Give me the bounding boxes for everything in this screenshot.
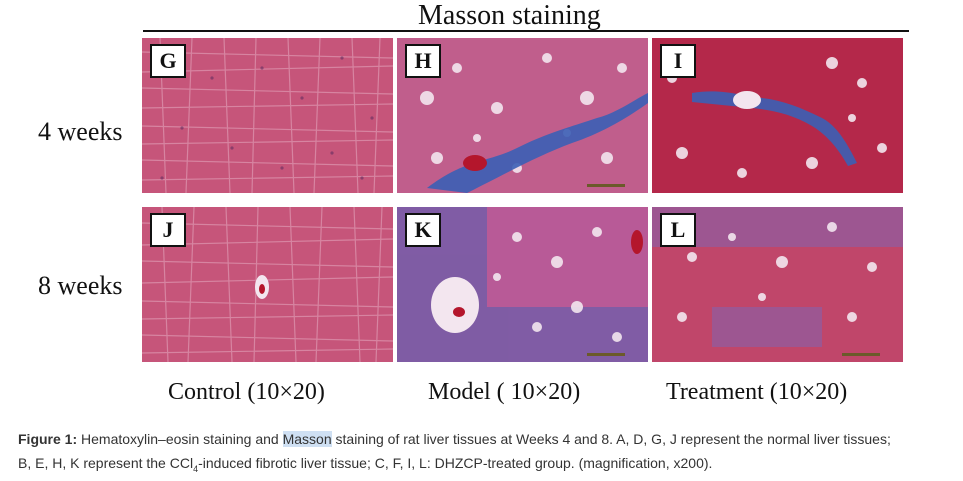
caption-subscript: 4 [193, 463, 199, 474]
caption-part-3: B, E, H, K represent the CCl [18, 455, 194, 471]
panel-letter-j: J [150, 213, 186, 247]
panel-k-model-8w: K [397, 207, 648, 362]
caption-part-1: Hematoxylin–eosin staining and [77, 431, 283, 447]
row-label-4-weeks: 4 weeks [38, 117, 123, 146]
title-underline [143, 30, 909, 32]
panel-g-control-4w: G [142, 38, 393, 193]
panel-i-treatment-4w: I [652, 38, 903, 193]
figure-caption: Figure 1: Hematoxylin–eosin staining and… [18, 427, 948, 481]
caption-part-4: -induced fibrotic liver tissue; C, F, I,… [198, 455, 713, 471]
column-label-model: Model ( 10×20) [428, 379, 581, 405]
caption-highlight: Masson [282, 431, 332, 447]
panel-letter-l: L [660, 213, 696, 247]
panel-l-treatment-8w: L [652, 207, 903, 362]
panel-letter-i: I [660, 44, 696, 78]
caption-lead: Figure 1: [18, 431, 78, 447]
column-label-control: Control (10×20) [168, 379, 325, 405]
caption-part-2: staining of rat liver tissues at Weeks 4… [331, 431, 891, 447]
panel-letter-h: H [405, 44, 441, 78]
panel-h-model-4w: H [397, 38, 648, 193]
panel-letter-k: K [405, 213, 441, 247]
row-label-8-weeks: 8 weeks [38, 271, 123, 300]
panel-j-control-8w: J [142, 207, 393, 362]
panel-letter-g: G [150, 44, 186, 78]
figure-title: Masson staining [418, 0, 601, 31]
column-label-treatment: Treatment (10×20) [666, 379, 848, 405]
